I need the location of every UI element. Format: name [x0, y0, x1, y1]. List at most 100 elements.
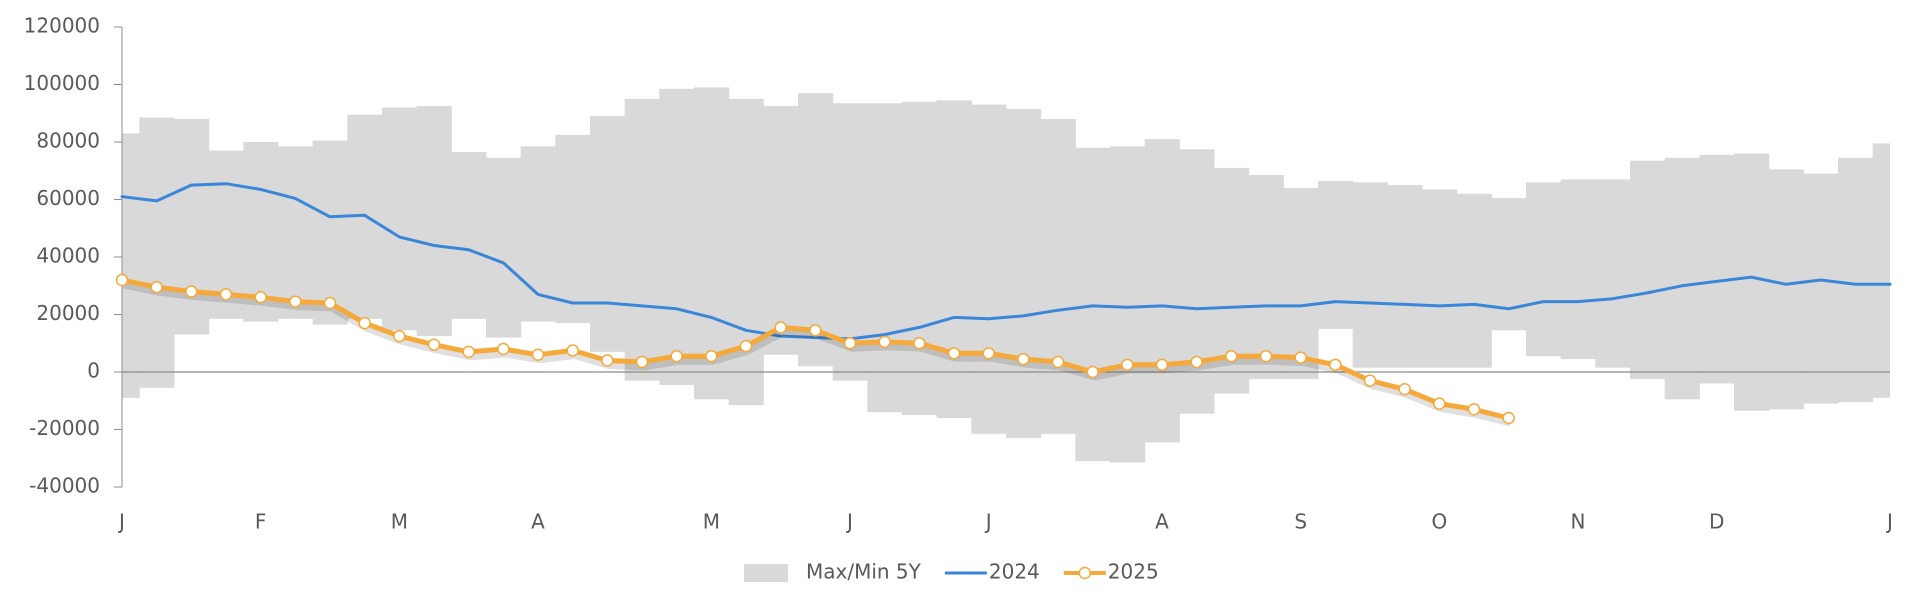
marker [254, 291, 267, 304]
y-tick-label: 0 [87, 359, 100, 383]
x-tick-label: J [845, 510, 853, 534]
range-bar [312, 140, 348, 325]
x-tick-label: O [1431, 510, 1447, 534]
range-bar [174, 119, 210, 335]
marker [531, 348, 545, 361]
marker [913, 337, 926, 350]
marker [497, 342, 510, 356]
marker [1502, 411, 1515, 425]
range-bar [382, 107, 418, 331]
range-bar [867, 103, 903, 413]
marker [393, 329, 406, 343]
marker [1259, 349, 1273, 363]
marker [1467, 403, 1481, 416]
axes [114, 26, 1890, 488]
range-bar [971, 104, 1007, 434]
range-bar [486, 157, 522, 338]
marker [670, 349, 683, 363]
range-bar [1144, 139, 1180, 443]
legend: Max/Min 5Y 2024 2025 [744, 560, 1159, 584]
marker [462, 345, 475, 359]
y-tick-label: 100000 [24, 71, 100, 95]
marker [1017, 352, 1030, 366]
range-bar [902, 101, 938, 416]
x-tick-label: J [1885, 510, 1893, 534]
x-tick-label: J [117, 510, 125, 534]
marker [1329, 358, 1342, 372]
marker [774, 321, 787, 334]
x-tick-label: N [1571, 510, 1586, 534]
range-bar [763, 106, 799, 355]
legend-label: Max/Min 5Y [806, 560, 922, 584]
series-line [120, 182, 1892, 341]
marker [705, 349, 718, 363]
range-bar [1664, 157, 1700, 400]
range-bar [416, 106, 452, 337]
marker [1155, 358, 1169, 372]
marker [185, 285, 198, 298]
marker [878, 335, 891, 349]
marker [358, 316, 371, 330]
range-bar [1456, 193, 1492, 368]
marker [739, 339, 753, 353]
x-tick-label: A [1155, 510, 1169, 534]
range-bar [1630, 160, 1666, 380]
marker [1190, 355, 1203, 369]
marker [323, 296, 337, 310]
y-tick-label: 20000 [36, 301, 100, 325]
range-bar [1179, 149, 1215, 414]
range-bar [1006, 108, 1042, 439]
range-bar [1491, 198, 1527, 331]
marker [1225, 349, 1238, 363]
y-tick-label: -20000 [29, 416, 100, 440]
range-bar [1595, 179, 1631, 368]
x-tick-label: J [984, 510, 992, 534]
marker [1051, 355, 1065, 369]
range-bar [1526, 182, 1562, 357]
range-bar [798, 93, 834, 367]
y-tick-label: 40000 [36, 244, 100, 268]
range-bar [1352, 182, 1388, 368]
marker [150, 280, 163, 294]
x-tick-label: D [1709, 510, 1724, 534]
marker [115, 273, 129, 287]
range-bar [659, 88, 695, 385]
marker [1086, 365, 1099, 379]
range-bar [1248, 175, 1284, 380]
legend-marker [1078, 566, 1092, 580]
marker [635, 355, 649, 369]
range-bar [694, 87, 730, 400]
marker [566, 344, 579, 357]
x-tick-label: M [391, 510, 408, 534]
marker [427, 338, 441, 351]
marker [982, 347, 995, 360]
y-tick-label: 120000 [24, 14, 100, 38]
marker [289, 295, 302, 308]
marker [1294, 351, 1307, 364]
line-group [115, 182, 1892, 427]
range-bar [1768, 169, 1804, 410]
marker [1363, 374, 1377, 387]
range-bar [139, 117, 175, 388]
range-bar [520, 146, 556, 322]
marker [1398, 383, 1411, 396]
range-bar [1872, 143, 1890, 398]
x-tick-label: F [255, 510, 267, 534]
legend-swatch [744, 564, 788, 582]
range-bar [555, 134, 591, 324]
range-bar [728, 98, 764, 406]
legend-label: 2025 [1108, 560, 1159, 584]
marker [843, 337, 857, 350]
x-tick-label: A [531, 510, 545, 534]
range-bar [1318, 180, 1354, 329]
range-bar [832, 103, 868, 381]
label-group: -40000 -20000 0 20000 40000 60000 80000 100000 1… [24, 14, 1893, 534]
y-tick-label: -40000 [29, 474, 100, 498]
range-bar [1283, 188, 1319, 380]
range-bar [1803, 173, 1839, 404]
range-bar [278, 146, 314, 319]
marker [1121, 358, 1134, 372]
range-bar [1838, 157, 1874, 403]
